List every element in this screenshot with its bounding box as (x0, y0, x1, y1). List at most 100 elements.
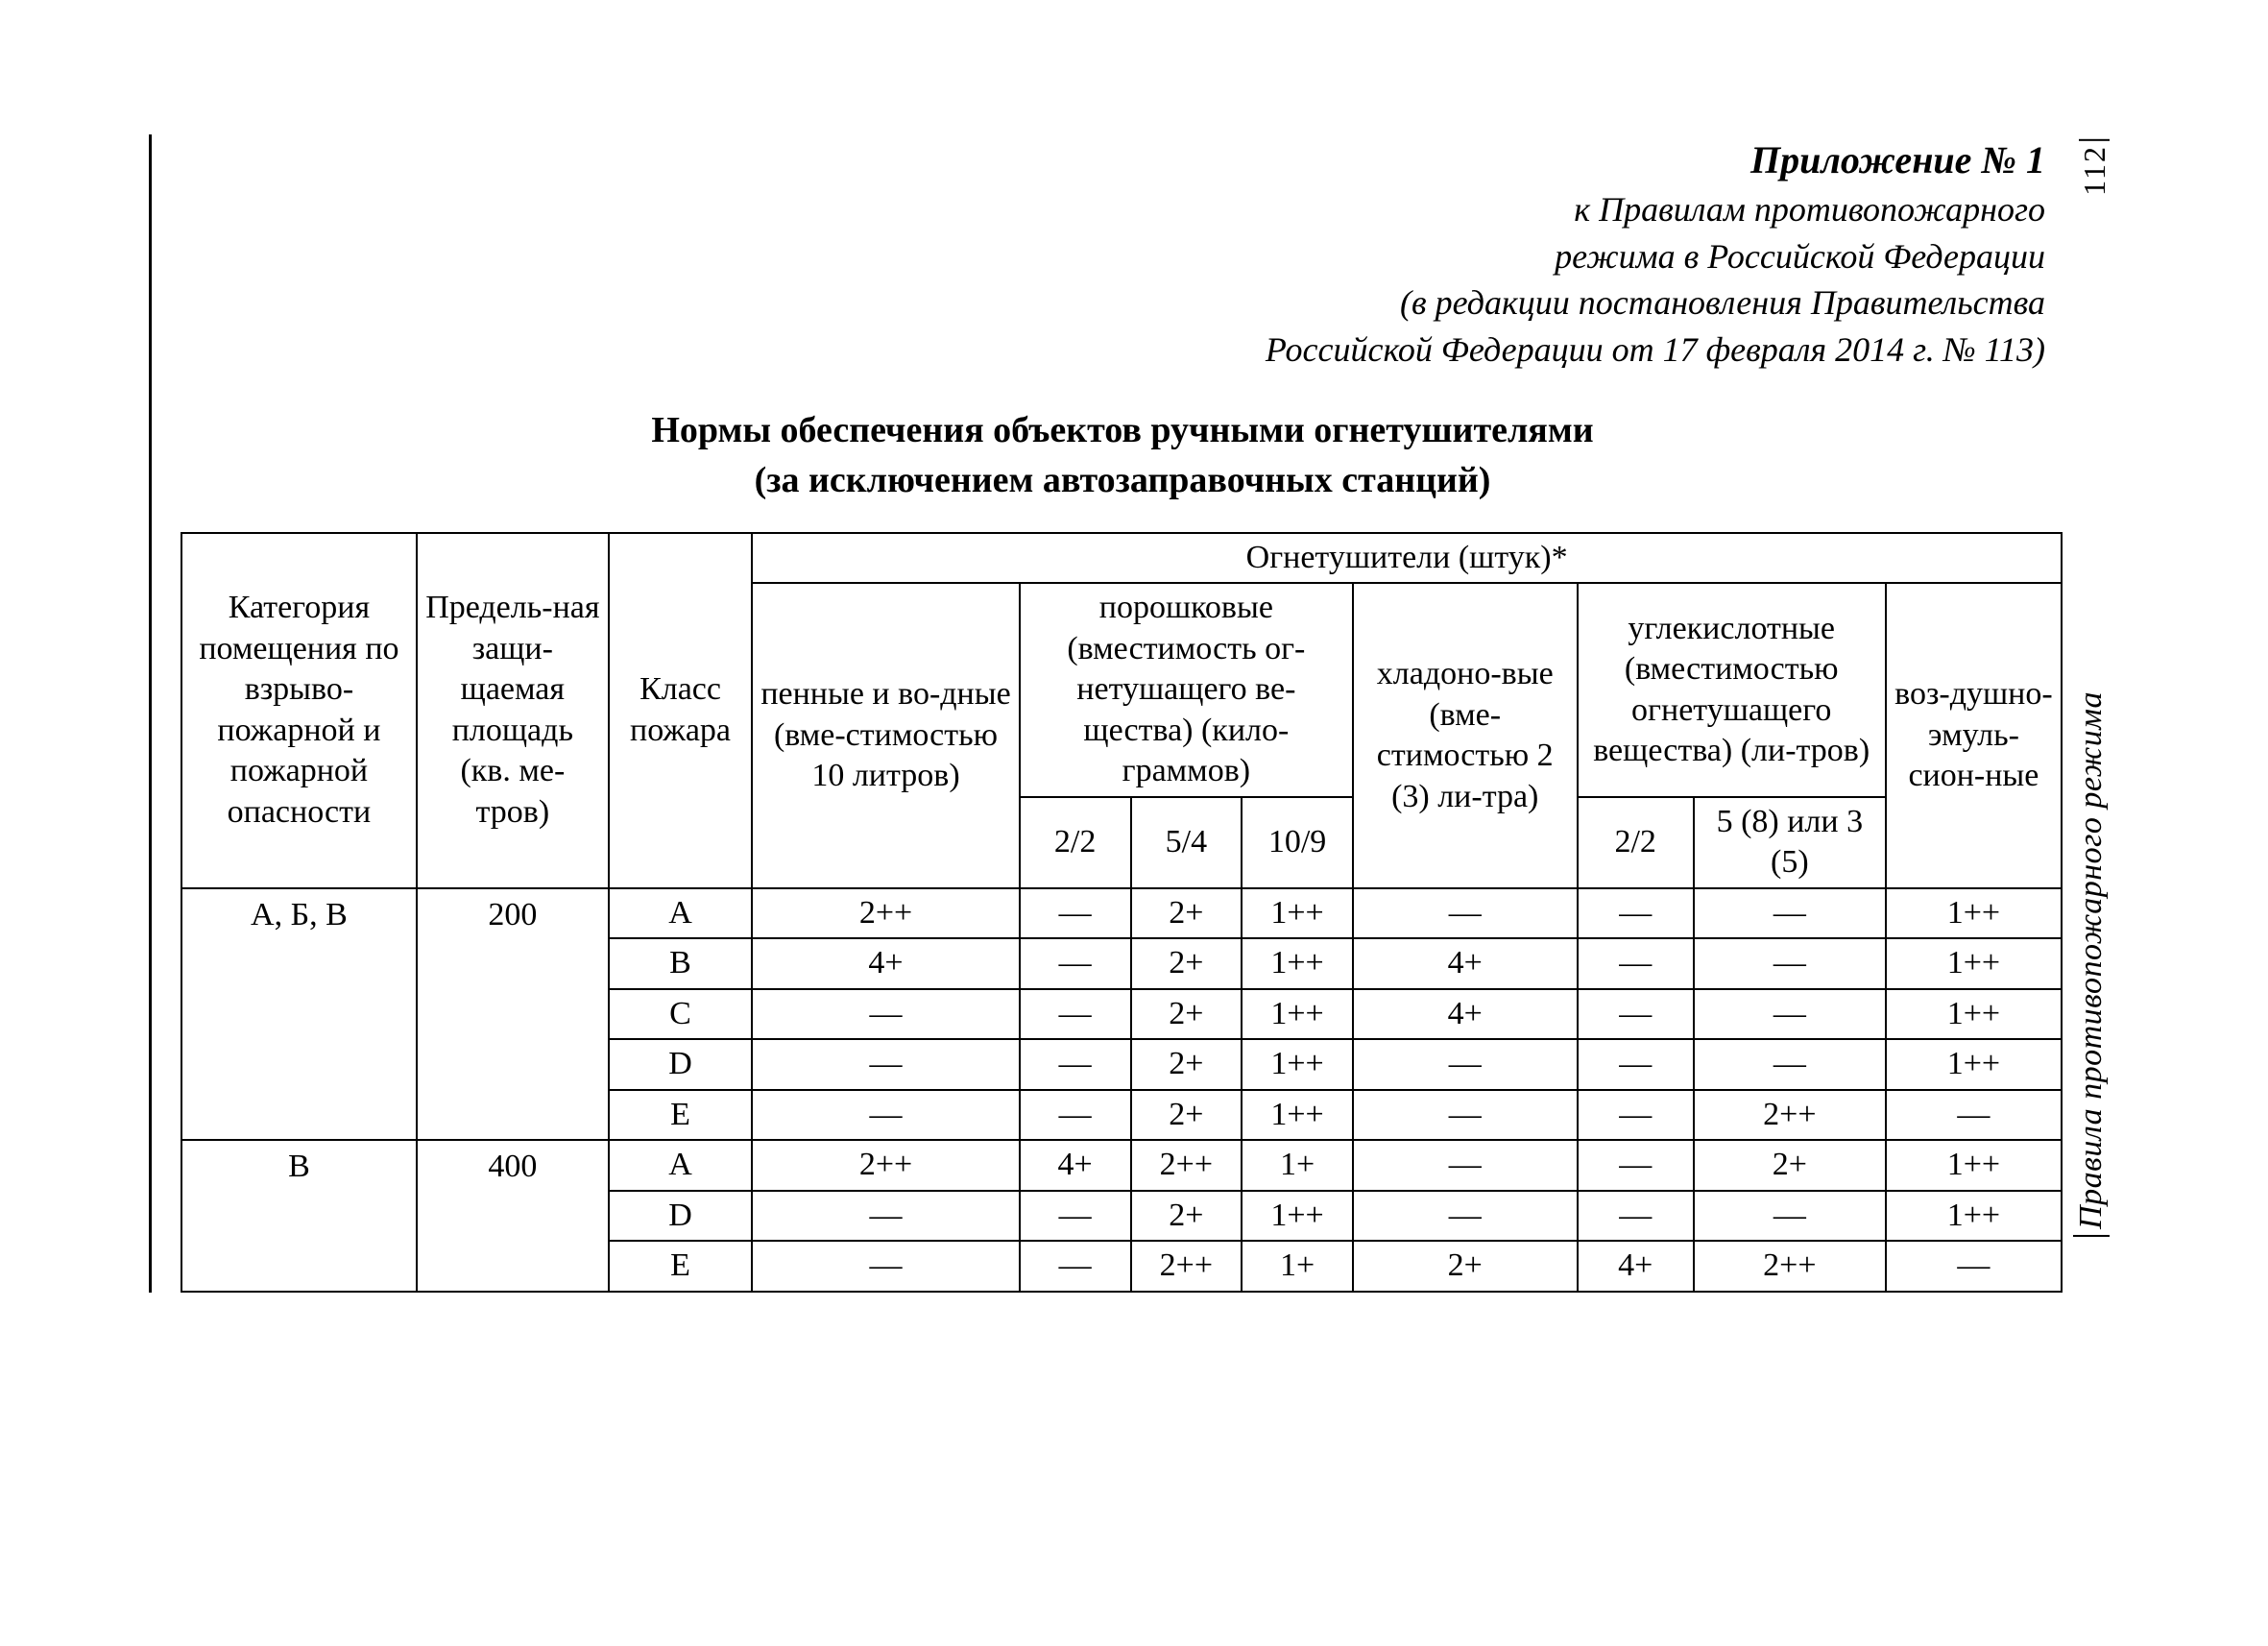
extinguisher-table: Категория помещения по взрыво-пожарной и… (181, 532, 2063, 1293)
cell-foam: — (752, 989, 1020, 1040)
header-co2: углекислотные (вместимостью огнетушащего… (1578, 583, 1886, 797)
cell-powder-c: 1++ (1242, 989, 1353, 1040)
cell-halo: — (1353, 1039, 1578, 1090)
cell-foam: — (752, 1090, 1020, 1141)
header-foam: пенные и во-дные (вме-стимостью 10 литро… (752, 583, 1020, 888)
appendix-line: (в редакции постановления Правительства (181, 279, 2045, 327)
cell-powder-a: — (1020, 938, 1131, 989)
cell-powder-a: — (1020, 1090, 1131, 1141)
cell-co2-b: — (1694, 1191, 1886, 1242)
cell-class: A (609, 888, 752, 939)
cell-powder-a: — (1020, 1241, 1131, 1292)
cell-halo: — (1353, 1191, 1578, 1242)
side-caption: Правила противопожарного режима (2073, 691, 2110, 1237)
cell-foam: — (752, 1039, 1020, 1090)
cell-air: 1++ (1886, 989, 2062, 1040)
cell-air: 1++ (1886, 938, 2062, 989)
header-area: Предель-ная защи-щаемая площадь (кв. ме-… (417, 533, 609, 888)
cell-powder-c: 1++ (1242, 1039, 1353, 1090)
cell-halo: — (1353, 1090, 1578, 1141)
cell-halo: — (1353, 888, 1578, 939)
cell-co2-a: — (1578, 1090, 1694, 1141)
header-co2-a: 2/2 (1578, 797, 1694, 888)
header-powder-b: 5/4 (1131, 797, 1243, 888)
cell-air: 1++ (1886, 1140, 2062, 1191)
cell-co2-a: 4+ (1578, 1241, 1694, 1292)
header-powder-a: 2/2 (1020, 797, 1131, 888)
cell-powder-c: 1++ (1242, 938, 1353, 989)
cell-class: C (609, 989, 752, 1040)
cell-powder-b: 2+ (1131, 989, 1243, 1040)
cell-halo: 4+ (1353, 989, 1578, 1040)
cell-powder-b: 2+ (1131, 938, 1243, 989)
cell-class: D (609, 1191, 752, 1242)
cell-powder-c: 1+ (1242, 1241, 1353, 1292)
cell-class: B (609, 938, 752, 989)
cell-foam: — (752, 1191, 1020, 1242)
cell-co2-a: — (1578, 1191, 1694, 1242)
cell-co2-b: — (1694, 989, 1886, 1040)
cell-co2-b: — (1694, 1039, 1886, 1090)
cell-class: A (609, 1140, 752, 1191)
cell-powder-a: — (1020, 989, 1131, 1040)
header-co2-b: 5 (8) или 3 (5) (1694, 797, 1886, 888)
appendix-line: режима в Российской Федерации (181, 233, 2045, 280)
appendix-line: к Правилам противопожарного (181, 186, 2045, 233)
page-content: Приложение № 1 к Правилам противопожарно… (149, 134, 2064, 1293)
cell-air: 1++ (1886, 1039, 2062, 1090)
cell-co2-b: 2+ (1694, 1140, 1886, 1191)
cell-area: 200 (417, 888, 609, 1141)
cell-powder-a: — (1020, 1039, 1131, 1090)
cell-co2-a: — (1578, 1140, 1694, 1191)
cell-co2-b: — (1694, 938, 1886, 989)
cell-class: D (609, 1039, 752, 1090)
cell-halo: — (1353, 1140, 1578, 1191)
header-powder-c: 10/9 (1242, 797, 1353, 888)
title-line: (за исключением автозаправочных станций) (181, 456, 2064, 505)
table-row: А, Б, В200A2++—2+1++———1++ (181, 888, 2062, 939)
cell-powder-c: 1++ (1242, 1191, 1353, 1242)
cell-co2-a: — (1578, 888, 1694, 939)
cell-powder-a: — (1020, 888, 1131, 939)
title-line: Нормы обеспечения объектов ручными огнет… (181, 406, 2064, 455)
cell-co2-b: — (1694, 888, 1886, 939)
cell-class: E (609, 1241, 752, 1292)
cell-powder-a: 4+ (1020, 1140, 1131, 1191)
cell-air: 1++ (1886, 1191, 2062, 1242)
table-row: В400A2++4+2++1+——2+1++ (181, 1140, 2062, 1191)
cell-halo: 4+ (1353, 938, 1578, 989)
appendix-title: Приложение № 1 (181, 134, 2045, 186)
cell-area: 400 (417, 1140, 609, 1292)
cell-powder-c: 1++ (1242, 1090, 1353, 1141)
cell-powder-b: 2+ (1131, 1090, 1243, 1141)
cell-powder-b: 2+ (1131, 1039, 1243, 1090)
cell-air: — (1886, 1241, 2062, 1292)
cell-category: В (181, 1140, 417, 1292)
cell-foam: 4+ (752, 938, 1020, 989)
header-powder: порошковые (вместимость ог-нетушащего ве… (1020, 583, 1353, 797)
cell-powder-b: 2+ (1131, 888, 1243, 939)
cell-powder-c: 1++ (1242, 888, 1353, 939)
cell-class: E (609, 1090, 752, 1141)
cell-halo: 2+ (1353, 1241, 1578, 1292)
cell-co2-a: — (1578, 989, 1694, 1040)
appendix-line: Российской Федерации от 17 февраля 2014 … (181, 327, 2045, 374)
cell-foam: 2++ (752, 1140, 1020, 1191)
cell-co2-b: 2++ (1694, 1241, 1886, 1292)
cell-foam: 2++ (752, 888, 1020, 939)
cell-air: 1++ (1886, 888, 2062, 939)
header-extinguishers: Огнетушители (штук)* (752, 533, 2062, 584)
main-title: Нормы обеспечения объектов ручными огнет… (181, 406, 2064, 505)
header-halo: хладоно-вые (вме-стимостью 2 (3) ли-тра) (1353, 583, 1578, 888)
table-body: А, Б, В200A2++—2+1++———1++B4+—2+1++4+——1… (181, 888, 2062, 1292)
cell-powder-b: 2++ (1131, 1140, 1243, 1191)
header-air: воз-душно-эмуль-сион-ные (1886, 583, 2062, 888)
cell-powder-c: 1+ (1242, 1140, 1353, 1191)
cell-co2-b: 2++ (1694, 1090, 1886, 1141)
cell-co2-a: — (1578, 938, 1694, 989)
cell-powder-b: 2++ (1131, 1241, 1243, 1292)
cell-air: — (1886, 1090, 2062, 1141)
cell-powder-b: 2+ (1131, 1191, 1243, 1242)
page-number: 112 (2079, 139, 2110, 196)
cell-foam: — (752, 1241, 1020, 1292)
